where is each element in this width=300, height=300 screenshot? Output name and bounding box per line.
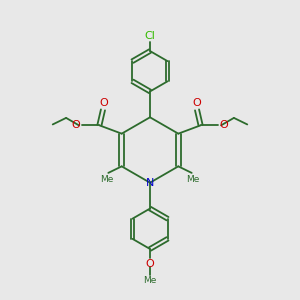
Text: Me: Me (100, 175, 113, 184)
Text: N: N (146, 178, 154, 188)
Text: O: O (192, 98, 201, 108)
Text: O: O (146, 259, 154, 269)
Text: O: O (72, 120, 81, 130)
Text: Me: Me (143, 276, 157, 285)
Text: Cl: Cl (145, 31, 155, 40)
Text: O: O (219, 120, 228, 130)
Text: O: O (99, 98, 108, 108)
Text: Me: Me (187, 175, 200, 184)
